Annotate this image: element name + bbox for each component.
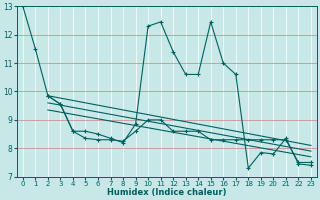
- X-axis label: Humidex (Indice chaleur): Humidex (Indice chaleur): [107, 188, 227, 197]
